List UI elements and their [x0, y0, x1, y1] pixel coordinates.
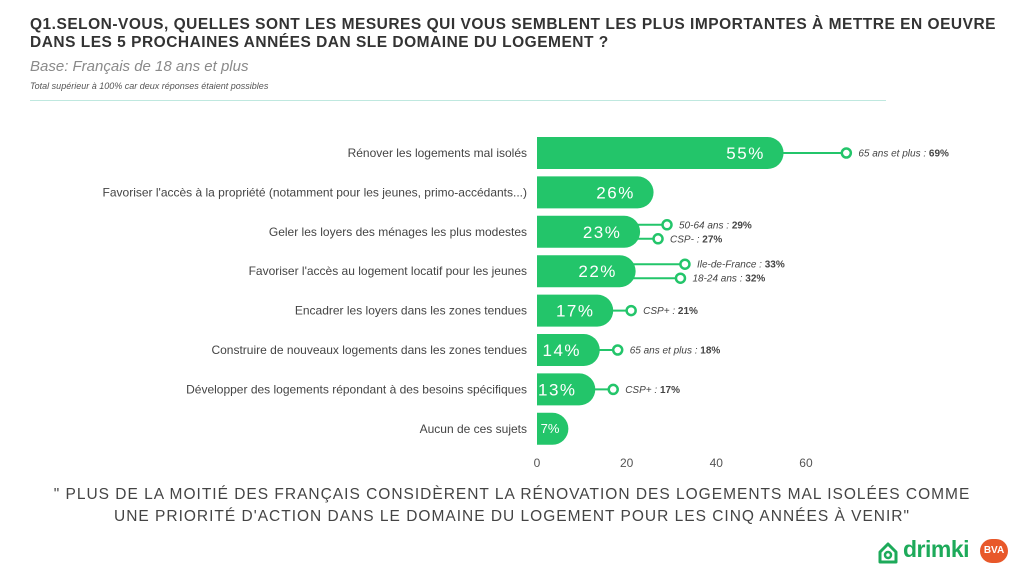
subgroup-marker: [652, 233, 664, 245]
subgroup-label: 65 ans et plus : 69%: [858, 149, 949, 160]
bar: [537, 412, 569, 445]
category-label: Rénover les logements mal isolés: [348, 146, 527, 160]
bar: [537, 215, 641, 248]
x-tick-label: 40: [710, 456, 724, 470]
subgroup-label: CSP+ : 17%: [625, 385, 680, 396]
subgroup-label: 50-64 ans : 29%: [679, 220, 752, 231]
subgroup-marker: [661, 219, 673, 231]
value-label: 55%: [726, 144, 765, 163]
bar: [537, 334, 600, 366]
category-label: Encadrer les loyers dans les zones tendu…: [295, 304, 527, 318]
subgroup-marker: [840, 147, 853, 159]
x-tick-label: 60: [799, 456, 813, 470]
value-label: 22%: [578, 262, 617, 281]
subgroup-label: 65 ans et plus : 18%: [630, 346, 721, 357]
category-label: Geler les loyers des ménages les plus mo…: [269, 225, 527, 239]
divider: [30, 100, 886, 101]
partner-logo: BVA: [980, 539, 1008, 563]
category-label: Développer des logements répondant à des…: [186, 382, 527, 396]
bar: [537, 176, 654, 209]
subgroup-marker: [679, 258, 691, 270]
key-finding-quote: " PLUS DE LA MOITIÉ DES FRANÇAIS CONSIDÈ…: [53, 486, 971, 525]
value-label: 14%: [542, 341, 581, 360]
value-label: 7%: [541, 421, 560, 436]
house-logo-icon: [878, 542, 898, 564]
x-tick-label: 20: [620, 456, 634, 470]
bar: [537, 255, 636, 288]
bar: [537, 294, 614, 327]
bar: [537, 137, 784, 169]
value-label: 13%: [538, 380, 577, 399]
value-label: 23%: [583, 223, 622, 242]
subgroup-marker: [611, 344, 624, 356]
subgroup-marker: [607, 383, 619, 396]
value-label: 17%: [556, 302, 595, 321]
category-label: Favoriser l'accès à la propriété (notamm…: [103, 185, 527, 199]
subgroup-marker: [674, 272, 687, 284]
subgroup-label: CSP+ : 21%: [643, 306, 698, 317]
brand-logo: drimki: [903, 536, 970, 562]
subgroup-label: Ile-de-France : 33%: [697, 260, 785, 271]
subgroup-label: CSP- : 27%: [670, 234, 722, 245]
bar-chart: Rénover les logements mal isolés 65 ans e…: [103, 137, 949, 470]
category-label: Construire de nouveaux logements dans le…: [211, 343, 527, 357]
subgroup-label: 18-24 ans : 32%: [692, 274, 765, 285]
subgroup-marker: [625, 304, 637, 317]
category-label: Favoriser l'accès au logement locatif po…: [249, 264, 527, 278]
x-tick-label: 0: [534, 456, 541, 470]
base-subtitle: Base: Français de 18 ans et plus: [30, 58, 249, 75]
value-label: 26%: [596, 183, 635, 202]
bar: [537, 373, 596, 406]
page-title: Q1.SELON-VOUS, QUELLES SONT LES MESURES …: [30, 16, 996, 51]
category-label: Aucun de ces sujets: [420, 422, 527, 436]
footnote: Total supérieur à 100% car deux réponses…: [30, 81, 269, 91]
